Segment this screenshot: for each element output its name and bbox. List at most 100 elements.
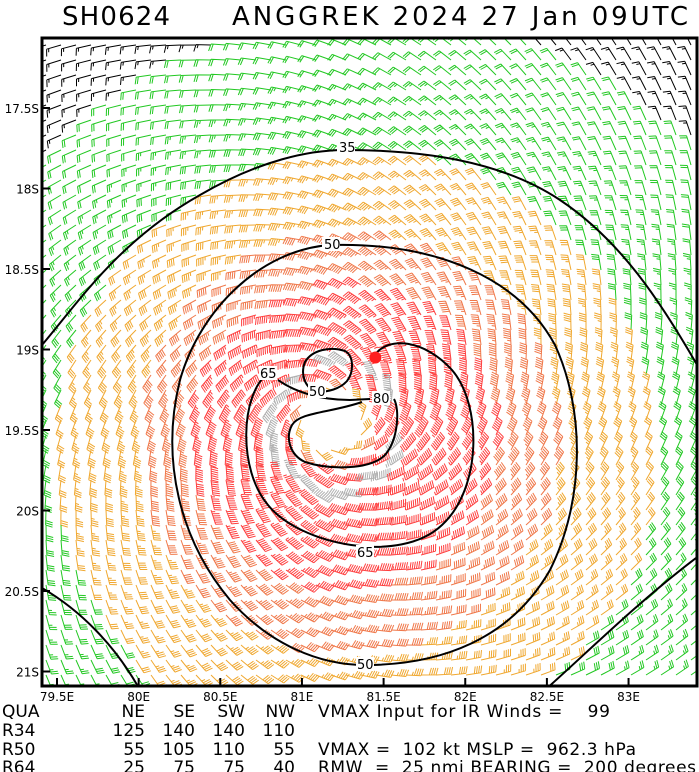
wind-barb <box>58 479 67 499</box>
wind-barb <box>404 497 421 511</box>
wind-barb <box>60 614 73 630</box>
wind-barb <box>357 157 377 166</box>
wind-barb <box>601 106 617 121</box>
wind-barb <box>195 659 213 672</box>
wind-barb <box>105 584 118 600</box>
wind-barb <box>357 127 377 136</box>
wind-barb <box>510 492 523 511</box>
wind-barb <box>469 300 482 316</box>
wind-barb <box>80 314 92 333</box>
wind-barb <box>525 616 541 631</box>
wind-barb <box>315 641 335 652</box>
wind-barb <box>463 79 482 91</box>
wind-barb <box>495 524 509 541</box>
wind-barb <box>615 614 629 631</box>
wind-barb <box>209 179 227 189</box>
wind-barb <box>589 210 602 226</box>
wind-barb <box>126 359 137 379</box>
wind-barb <box>42 89 47 93</box>
wind-barb <box>654 312 663 331</box>
wind-barb <box>342 157 362 167</box>
wind-barb <box>149 89 167 100</box>
wind-barb <box>75 674 89 686</box>
wind-barb <box>202 389 214 409</box>
wind-barb <box>660 461 669 481</box>
wind-barb <box>139 314 152 332</box>
wind-barb <box>420 621 438 631</box>
wind-barb <box>78 239 92 256</box>
wind-barb <box>195 629 213 643</box>
wind-barb <box>630 522 642 541</box>
wind-barb <box>120 644 136 659</box>
wind-barb <box>195 539 210 555</box>
wind-barb <box>238 431 248 454</box>
wind-barb <box>50 299 62 318</box>
wind-barb <box>150 599 165 614</box>
wind-barb <box>459 371 469 391</box>
wind-barb <box>106 164 122 178</box>
r64-sw: 75 <box>223 758 245 772</box>
wind-barb <box>125 329 137 348</box>
wind-barb <box>64 269 77 287</box>
wind-barb <box>539 461 551 481</box>
wind-barb <box>100 419 110 439</box>
wind-barb <box>283 474 302 493</box>
wind-barb <box>387 126 407 136</box>
wind-barb <box>525 122 542 136</box>
wind-barb <box>200 374 213 393</box>
wind-barb <box>474 371 484 391</box>
wind-barb <box>285 551 305 565</box>
wind-barb <box>602 135 617 151</box>
wind-barb <box>75 629 89 645</box>
wind-barb <box>312 54 332 62</box>
wind-barb <box>387 96 407 106</box>
wind-barb <box>225 584 243 598</box>
wind-barb <box>407 315 422 331</box>
r50-nw: 55 <box>273 740 295 760</box>
wind-barb <box>465 650 482 661</box>
wind-barb <box>405 622 424 631</box>
wind-barb <box>282 85 302 94</box>
wind-barb <box>164 89 182 99</box>
wind-barb <box>578 312 587 330</box>
wind-barb <box>372 141 392 151</box>
wind-barb <box>267 71 287 80</box>
wind-barb <box>91 119 107 132</box>
wind-barb <box>617 135 632 151</box>
wind-barb <box>494 107 512 121</box>
wind-barb <box>417 463 434 482</box>
wind-barb <box>498 255 512 271</box>
wind-barb <box>600 614 615 631</box>
wind-barb <box>434 183 452 196</box>
wind-barb <box>573 195 587 211</box>
wind-barb <box>297 342 320 352</box>
wind-barb <box>674 431 683 451</box>
wind-barb <box>521 401 532 421</box>
wind-barb <box>270 444 281 467</box>
wind-barb <box>105 89 122 101</box>
wind-barb <box>90 644 105 660</box>
wind-barb <box>46 74 62 88</box>
wind-barb <box>375 547 394 556</box>
wind-barb <box>315 580 335 592</box>
wind-barb <box>601 61 617 76</box>
wind-barb <box>673 401 682 421</box>
wind-barb <box>405 529 422 541</box>
wind-barb <box>405 576 423 586</box>
wind-barb <box>565 356 574 376</box>
wind-barb <box>419 228 437 241</box>
wind-barb <box>226 329 242 344</box>
wind-barb <box>660 537 672 556</box>
wind-barb <box>270 568 289 581</box>
wind-barb <box>313 519 335 533</box>
wind-barb <box>435 527 451 541</box>
wind-barb <box>585 47 602 61</box>
wind-barb <box>611 356 620 376</box>
wind-barb <box>529 255 542 271</box>
wind-barb <box>418 95 437 106</box>
wind-barb <box>83 389 93 409</box>
wind-barb <box>165 584 180 599</box>
wind-barb <box>402 81 422 91</box>
wind-barb <box>62 194 77 210</box>
storm-title: ANGGREK 2024 27 Jan 09UTC <box>232 2 688 32</box>
